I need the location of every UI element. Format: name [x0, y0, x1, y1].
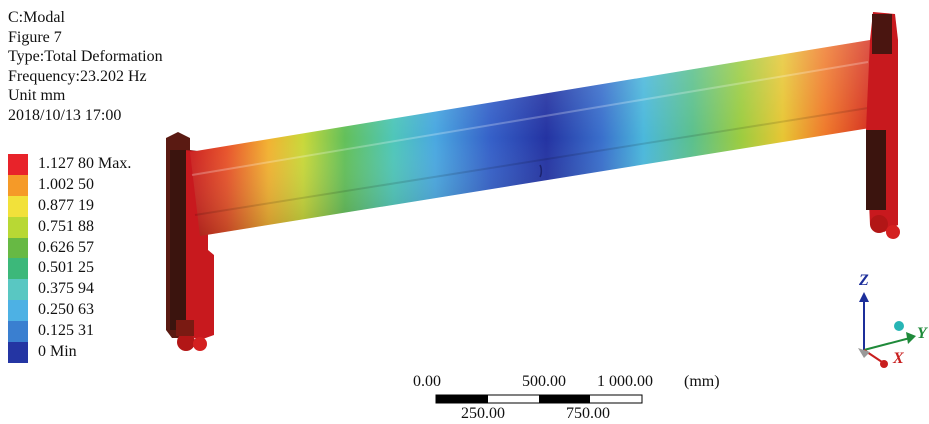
legend-label: 0 Min [38, 343, 77, 361]
legend-swatch [8, 279, 28, 301]
legend-swatch [8, 258, 28, 280]
legend-swatch [8, 216, 28, 238]
right-support [866, 12, 900, 239]
legend-swatch [8, 195, 28, 217]
legend-label: 0.501 25 [38, 259, 94, 277]
legend-label: 0.751 88 [38, 217, 94, 235]
legend-swatch [8, 237, 28, 259]
legend-label: 0.375 94 [38, 280, 94, 298]
timestamp: 2018/10/13 17:00 [8, 106, 122, 124]
frequency-label: Frequency:23.202 Hz [8, 67, 147, 85]
legend-swatch [8, 174, 28, 196]
scale-bar [435, 394, 643, 404]
info-block: C:Modal Figure 7 Type:Total Deformation … [8, 8, 163, 126]
legend-label: 0.626 57 [38, 238, 94, 256]
legend-label: 1.127 80 Max. [38, 155, 132, 172]
beam [190, 40, 895, 236]
legend-label: 0.877 19 [38, 196, 94, 214]
legend-swatch [8, 342, 28, 364]
legend-swatch [8, 154, 28, 175]
coordinate-triad [858, 292, 916, 368]
analysis-label: C:Modal [8, 9, 65, 26]
legend-label: 0.250 63 [38, 301, 94, 319]
figure-label: Figure 7 [8, 28, 62, 46]
legend-swatch [8, 321, 28, 343]
unit-label: Unit mm [8, 87, 66, 105]
legend-label: 1.002 50 [38, 175, 94, 193]
legend-label: 0.125 31 [38, 322, 94, 340]
result-type: Type:Total Deformation [8, 48, 163, 66]
legend-swatch [8, 300, 28, 322]
